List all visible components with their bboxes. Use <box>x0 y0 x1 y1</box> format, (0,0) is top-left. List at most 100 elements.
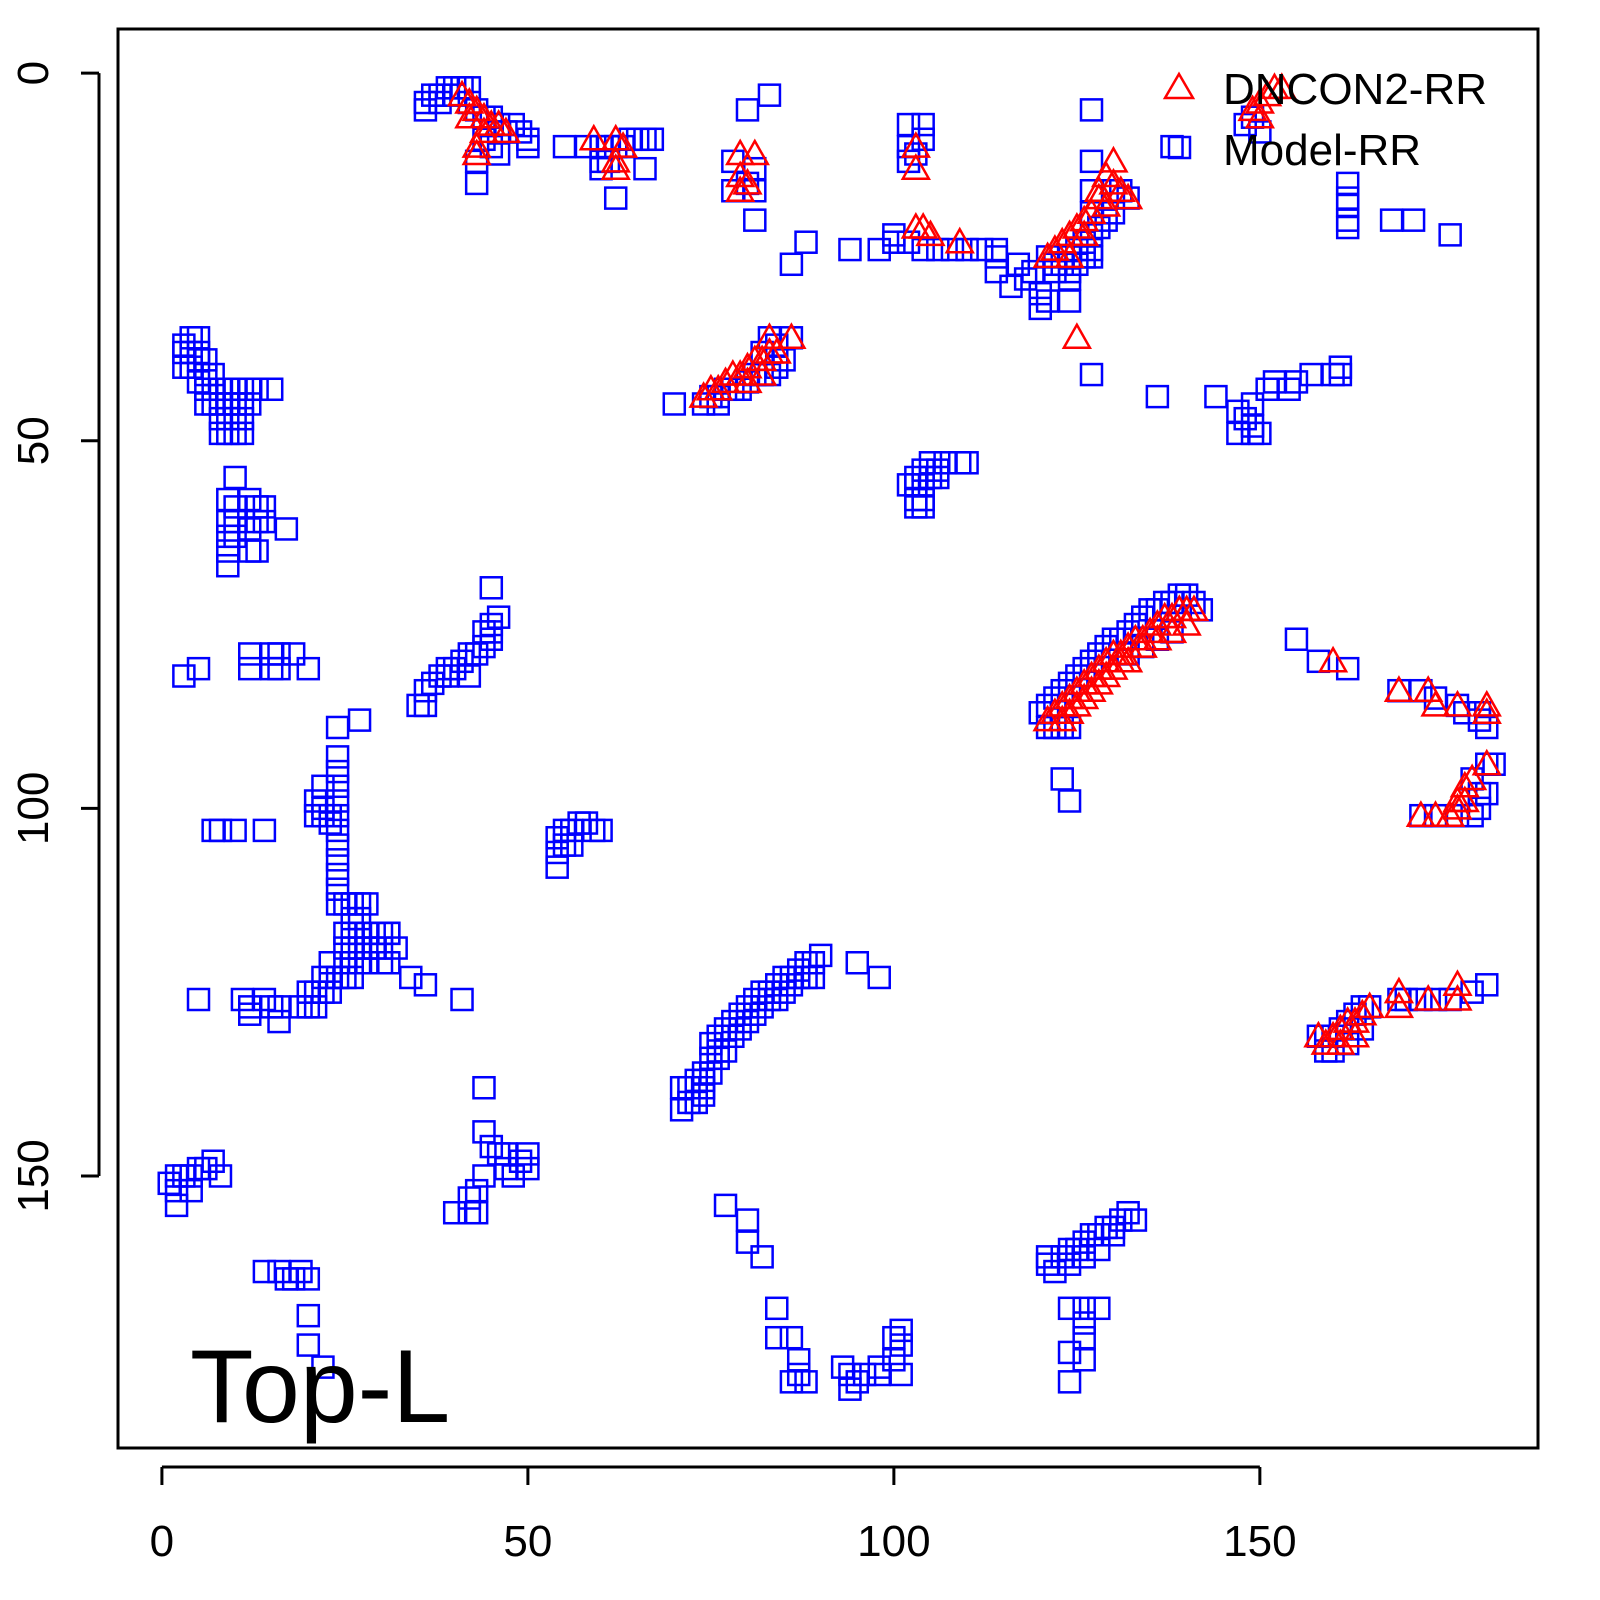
model-rr-point <box>208 377 233 402</box>
dncon2-rr-point <box>1420 800 1451 827</box>
dncon2-rr-point <box>1054 241 1085 269</box>
model-rr-point <box>713 1017 738 1041</box>
model-rr-point <box>662 392 687 416</box>
model-rr-point <box>948 451 972 475</box>
model-rr-point <box>633 127 657 152</box>
model-rr-point <box>1101 1223 1126 1247</box>
model-rr-point <box>706 392 730 416</box>
model-rr-point <box>750 1245 774 1269</box>
model-rr-point <box>216 553 240 578</box>
model-rr-point <box>801 950 826 975</box>
model-rr-point <box>552 818 577 843</box>
dncon2-rr-point <box>454 101 485 129</box>
model-rr-point <box>926 237 950 262</box>
model-rr-point <box>721 1009 745 1034</box>
dncon2-rr-point <box>1083 175 1114 203</box>
model-rr-point <box>1079 149 1104 174</box>
model-rr-point <box>911 237 935 262</box>
model-rr-point <box>164 1178 189 1203</box>
dncon2-rr-point <box>725 175 756 203</box>
model-rr-point <box>486 142 511 166</box>
model-rr-point <box>208 421 233 446</box>
model-rr-point <box>1094 208 1118 232</box>
model-rr-point <box>333 965 357 990</box>
model-rr-point <box>1328 362 1353 387</box>
legend: DNCON2-RR Model-RR <box>1162 65 1487 175</box>
dncon2-rr-point <box>732 366 763 394</box>
model-rr-point <box>999 274 1023 299</box>
model-rr-point <box>1087 1296 1111 1321</box>
model-rr-point <box>969 237 994 262</box>
model-rr-point <box>918 465 943 490</box>
model-rr-point <box>896 473 921 497</box>
model-rr-point <box>1028 296 1053 321</box>
dncon2-rr-point <box>1383 976 1415 1004</box>
model-rr-point <box>1057 1237 1082 1262</box>
y-axis: 0 50 100 150 <box>9 61 101 1213</box>
model-rr-point <box>186 370 211 394</box>
legend-label-dncon2-rr: DNCON2-RR <box>1223 65 1487 114</box>
model-rr-point <box>479 627 504 651</box>
dncon2-rr-point <box>1098 653 1129 680</box>
dncon2-rr-point <box>1156 601 1188 629</box>
dncon2-rr-point <box>1134 616 1166 644</box>
model-rr-point <box>984 259 1009 284</box>
model-rr-point <box>699 1031 723 1056</box>
model-rr-point <box>201 818 225 843</box>
model-rr-point <box>267 995 291 1019</box>
model-rr-point <box>340 892 364 916</box>
model-rr-point <box>896 230 921 254</box>
model-rr-point <box>1072 1348 1096 1372</box>
plot-frame <box>116 27 1540 1450</box>
dncon2-rr-point <box>1237 94 1268 122</box>
model-rr-point <box>845 1370 870 1394</box>
dncon2-rr-point <box>1413 983 1444 1011</box>
model-rr-point <box>311 774 335 799</box>
model-rr-point <box>677 1090 701 1115</box>
model-rr-point <box>325 848 350 872</box>
dncon2-rr-point <box>725 160 756 188</box>
model-rr-point <box>830 1355 855 1379</box>
model-rr-point <box>984 245 1009 269</box>
dncon2-rr-point <box>1442 689 1473 717</box>
model-rr-point <box>706 1046 730 1071</box>
model-rr-point <box>1255 377 1279 402</box>
dncon2-rr-point <box>1054 682 1085 710</box>
dncon2-rr-point <box>1142 623 1173 651</box>
model-rr-point <box>303 789 328 813</box>
model-rr-point <box>889 1362 913 1387</box>
model-rr-point <box>252 495 277 519</box>
dncon2-rr-point <box>1083 182 1114 210</box>
model-rr-point <box>340 965 364 990</box>
model-rr-point <box>713 1039 738 1063</box>
model-rr-point <box>303 980 328 1004</box>
panel-annotation: Top-L <box>190 1329 450 1445</box>
model-rr-point <box>1475 973 1499 997</box>
model-rr-point <box>223 377 247 402</box>
model-rr-point <box>1050 767 1074 791</box>
dncon2-rr-point <box>454 86 485 114</box>
model-rr-point <box>794 950 818 975</box>
model-rr-point <box>479 620 504 644</box>
model-rr-point <box>1057 1370 1082 1394</box>
model-rr-point <box>179 326 203 350</box>
model-rr-point <box>1072 1245 1096 1269</box>
model-rr-point <box>1401 208 1426 232</box>
dncon2-rr-point <box>1354 991 1385 1019</box>
dncon2-rr-point <box>1105 638 1136 666</box>
model-rr-point <box>1174 583 1199 607</box>
model-rr-point <box>545 826 569 850</box>
y-tick-label: 100 <box>9 772 58 845</box>
model-rr-point <box>296 980 321 1004</box>
model-rr-point <box>347 936 372 960</box>
model-rr-point <box>186 348 211 372</box>
model-rr-point <box>567 811 591 835</box>
model-rr-point <box>1101 1215 1126 1240</box>
dncon2-rr-point <box>1069 204 1100 232</box>
model-rr-point <box>252 987 277 1012</box>
dncon2-rr-point <box>1142 608 1173 636</box>
model-rr-point <box>479 576 504 600</box>
model-rr-point <box>457 1186 482 1210</box>
dncon2-rr-point <box>754 322 785 350</box>
model-rr-point <box>911 473 935 497</box>
